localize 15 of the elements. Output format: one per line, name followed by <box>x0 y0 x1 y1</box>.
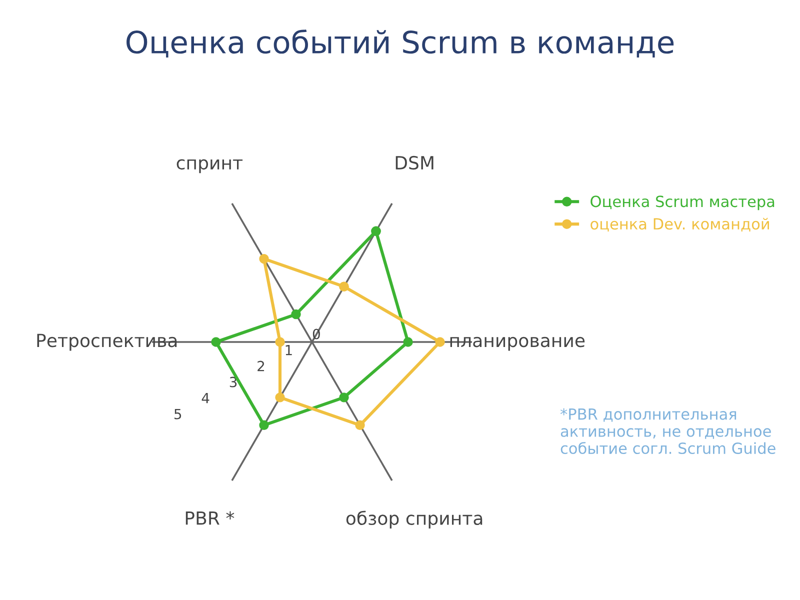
y-tick-label: 3 <box>230 376 237 388</box>
y-tick-label: 2 <box>258 360 264 372</box>
chart-title: Оценка событий Scrum в команде <box>126 29 674 58</box>
spoke-label: PBR * <box>186 511 234 525</box>
legend-label: Оценка Scrum мастера <box>590 196 774 210</box>
legend-label: оценка Dev. командой <box>590 218 769 232</box>
spoke-label: DSM <box>396 156 434 170</box>
y-tick-label: 4 <box>202 392 210 404</box>
spoke-label: планирование <box>450 336 585 351</box>
spoke-label: обзор спринта <box>346 510 482 529</box>
spoke-label: Ретроспектива <box>37 334 177 351</box>
spoke-label: спринт <box>176 159 243 174</box>
y-tick-label: 1 <box>286 344 292 356</box>
text: *PBR дополнительная активность, не отдельное событие согл. Scrum Guide <box>560 408 776 454</box>
y-tick-label: 5 <box>174 408 182 420</box>
